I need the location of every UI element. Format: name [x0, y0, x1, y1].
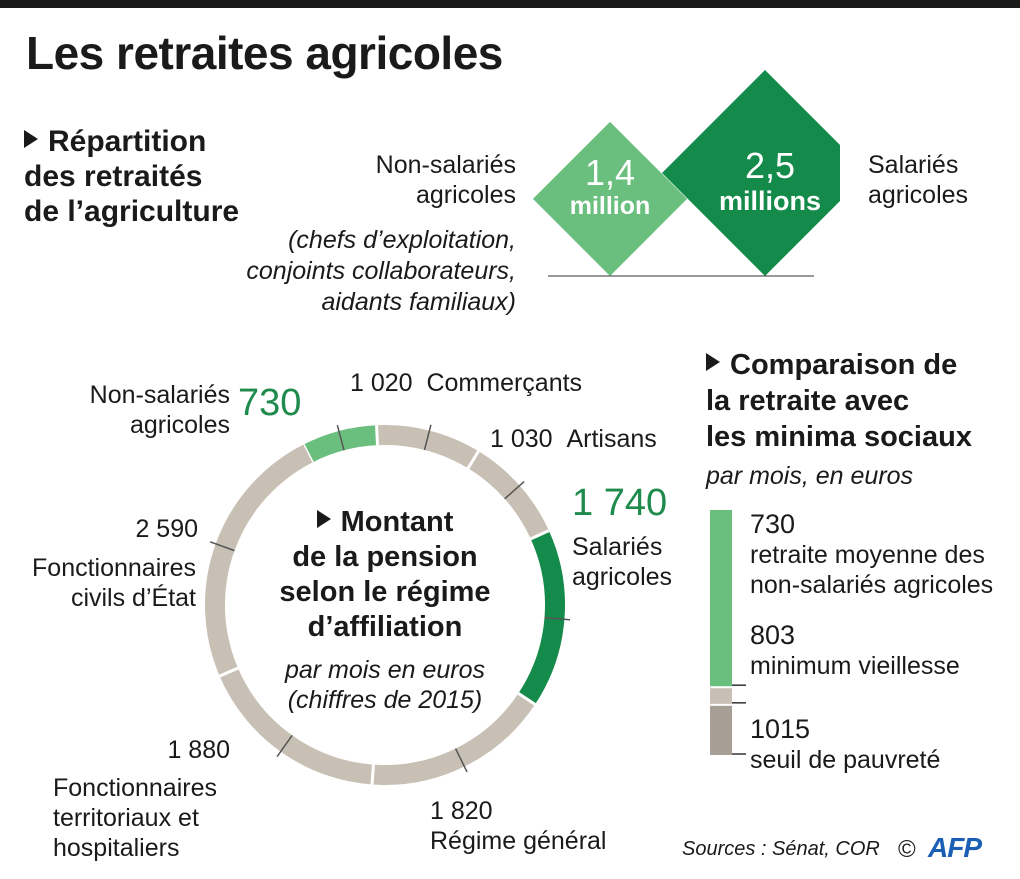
afp-logo: AFP [928, 832, 982, 863]
repartition-title: Répartition des retraités de l’agricultu… [24, 125, 240, 228]
repartition-diamonds [532, 69, 840, 277]
comparison-item-2: 803 minimum vieillesse [750, 620, 960, 680]
ring-separator [219, 666, 239, 678]
comparison-bar-segment-1 [710, 510, 732, 687]
value-salaries: 1 740 [572, 482, 668, 524]
salaries-diamond [661, 69, 840, 277]
comparison-bar-segment-2 [710, 688, 732, 704]
top-rule [0, 0, 1020, 8]
value-non-salaries: 730 [238, 382, 302, 424]
ring-leader-line [454, 748, 468, 773]
triangle-icon [316, 510, 331, 528]
comparison-bar-segment-3 [710, 705, 732, 755]
label-non-salaries: Non-salariés agricoles [89, 381, 230, 439]
pension-subtitle: par mois en euros (chiffres de 2015) [284, 656, 486, 714]
pension-title: Montant de la pension selon le régime d’… [279, 506, 491, 643]
label-salaries: Salariés agricoles [572, 533, 673, 591]
comparison-item-3: 1015 seuil de pauvreté [750, 714, 941, 774]
non-salaries-detail: (chefs d’exploitation, conjoints collabo… [246, 226, 516, 316]
value-etat: 2 590 [135, 515, 198, 543]
label-artisans: 1 030 Artisans [490, 425, 657, 453]
comparison-bar [710, 510, 746, 755]
ring-separator [370, 764, 375, 785]
comparison-title: Comparaison de la retraite avec les mini… [706, 349, 972, 453]
ring-leader-line [336, 425, 345, 451]
ring-leader-line [209, 541, 235, 552]
ring-leader-line [544, 616, 570, 621]
triangle-icon [24, 130, 38, 148]
sources: Sources : Sénat, COR [682, 838, 880, 860]
comparison-item-1: 730 retraite moyenne des non-salariés ag… [750, 509, 994, 599]
ring-segment-4 [518, 530, 565, 705]
non-salaries-label: Non-salariés agricoles [375, 151, 516, 209]
label-commercants: 1 020 Commerçants [350, 369, 583, 397]
ring-separator [517, 692, 536, 706]
page-title: Les retraites agricoles [26, 27, 503, 79]
ring-leader-line [276, 734, 293, 757]
ring-leader-line [423, 424, 432, 451]
copyright-icon: © [898, 836, 916, 863]
non-salaries-value: 1,4 million [569, 152, 651, 221]
label-etat: Fonctionnaires civils d’État [32, 554, 196, 612]
triangle-icon [706, 353, 720, 371]
comparison-subtitle: par mois, en euros [706, 462, 914, 490]
salaries-value: 2,5 millions [718, 145, 821, 217]
ring-separator [466, 450, 480, 470]
pension-ring-chart [205, 424, 570, 785]
ring-separator [375, 425, 379, 446]
label-general: 1 820 Régime général [430, 797, 607, 855]
ring-separator [530, 529, 550, 541]
value-territoriaux: 1 880 [167, 736, 230, 764]
non-salaries-diamond [532, 121, 688, 276]
label-territoriaux: Fonctionnaires territoriaux et hospitali… [53, 774, 217, 862]
salaries-label: Salariés agricoles [868, 151, 969, 209]
ring-leader-line [504, 481, 525, 500]
